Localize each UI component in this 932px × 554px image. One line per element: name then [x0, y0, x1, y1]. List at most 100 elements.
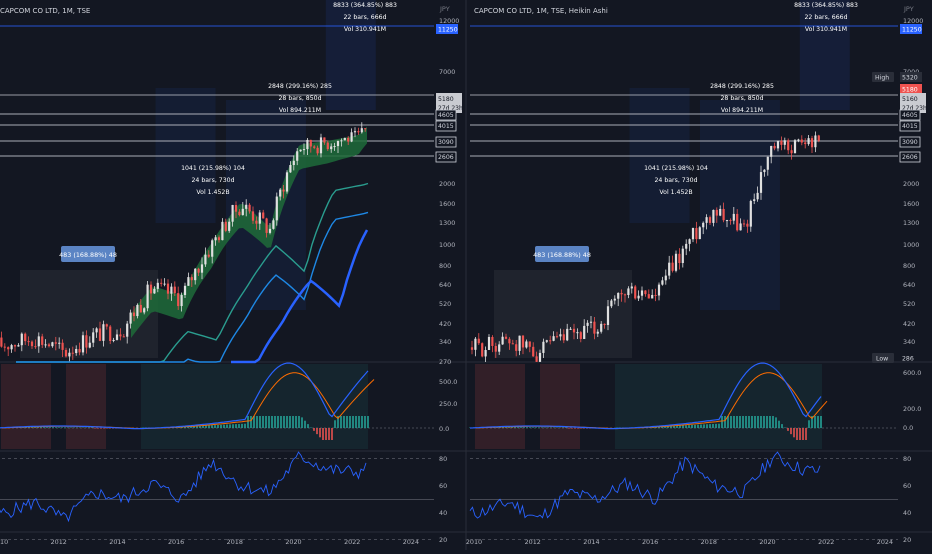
- candle-body-28: [92, 332, 95, 343]
- candle-body-81: [746, 223, 749, 227]
- candle-body-16: [51, 342, 54, 347]
- range-box-2018: [699, 100, 780, 310]
- macd-hist-72: [211, 425, 213, 428]
- macd-hist-76: [223, 424, 225, 428]
- macd-hist-16: [517, 427, 519, 428]
- macd-hist-69: [676, 425, 678, 428]
- x-tick-2010: 2010: [0, 538, 8, 546]
- candle-body-72: [241, 208, 244, 216]
- macd-hist-115: [340, 416, 342, 428]
- macd-hist-108: [319, 428, 321, 438]
- macd-hist-36: [577, 428, 579, 429]
- candle-body-81: [272, 220, 275, 229]
- candle-body-52: [173, 286, 176, 294]
- macd-hist-71: [682, 425, 684, 428]
- candle-body-10: [30, 341, 34, 347]
- candle-body-70: [708, 217, 712, 223]
- measure-0-line2: 22 bars, 666d: [805, 14, 848, 21]
- price-tick-800: 800: [439, 262, 451, 270]
- macd-hist-98: [289, 416, 291, 428]
- candle-body-48: [160, 282, 163, 284]
- macd-line: [0, 362, 369, 430]
- candle-body-12: [511, 343, 514, 345]
- candle-body-104: [350, 132, 353, 142]
- macd-hist-19: [52, 427, 54, 428]
- measure-2-line1: 1041 (215.98%) 104: [181, 165, 245, 172]
- candle-body-26: [559, 334, 562, 337]
- candle-body-27: [562, 334, 565, 341]
- level-box-4015: [435, 120, 457, 132]
- macd-hist-104: [781, 424, 783, 428]
- candle-body-45: [149, 284, 153, 294]
- x-tick-2012: 2012: [51, 538, 67, 546]
- candle-body-23: [549, 340, 552, 342]
- price-tick-7000: 7000: [439, 68, 455, 76]
- macd-hist-33: [94, 428, 96, 429]
- candle-body-28: [566, 328, 569, 341]
- candle-body-43: [617, 292, 620, 299]
- macd-hist-88: [733, 416, 735, 428]
- macd-hist-82: [241, 423, 243, 428]
- level-box-2606: [899, 151, 921, 163]
- candle-body-62: [681, 248, 684, 264]
- candle-body-2: [3, 346, 6, 348]
- macd-hist-89: [736, 416, 738, 428]
- candle-body-24: [552, 336, 555, 341]
- macd-hist-105: [784, 427, 786, 428]
- price-tick-340: 340: [903, 338, 915, 346]
- measure-1-line3: Vol 894.211M: [721, 107, 763, 114]
- candle-body-96: [323, 137, 326, 143]
- candle-body-69: [231, 204, 234, 222]
- candle-body-93: [787, 140, 790, 151]
- price-tick-270: 270: [439, 358, 451, 366]
- candle-body-56: [187, 277, 190, 286]
- macd-hist-77: [700, 424, 702, 428]
- macd-hist-89: [262, 416, 264, 428]
- macd-hist-99: [292, 416, 294, 428]
- macd-hist-108: [793, 428, 795, 438]
- candle-body-17: [54, 342, 57, 344]
- candle-body-66: [695, 228, 698, 240]
- level-price-4015: 4015: [902, 123, 918, 130]
- macd-zone-red-2: [540, 364, 580, 449]
- candle-body-89: [773, 145, 776, 149]
- candle-body-98: [330, 146, 333, 150]
- macd-hist-83: [718, 423, 720, 428]
- macd-hist-83: [244, 423, 246, 428]
- candle-body-85: [759, 172, 763, 193]
- measure-1-line3: Vol 894.211M: [279, 107, 321, 114]
- candle-body-33: [109, 326, 112, 341]
- macd-hist-110: [325, 428, 327, 440]
- level-box-4605: [899, 109, 921, 121]
- macd-hist-92: [745, 416, 747, 428]
- price-tick-12000: 12000: [903, 17, 923, 25]
- measure-3-label: 483 (168.88%) 48: [533, 251, 591, 259]
- candle-body-86: [763, 169, 766, 173]
- macd-hist-17: [46, 427, 48, 428]
- macd-hist-64: [661, 426, 663, 428]
- x-tick-2012: 2012: [525, 538, 541, 546]
- candle-body-5: [487, 336, 491, 350]
- candle-body-0: [470, 347, 474, 350]
- chart-title: CAPCOM CO LTD, 1M, TSE, Heikin Ashi: [474, 7, 608, 15]
- measure-0-line3: Vol 310.941M: [805, 26, 847, 33]
- measure-2-line2: 24 bars, 730d: [655, 177, 698, 184]
- macd-tick-2: 0.0: [903, 424, 913, 432]
- candle-body-75: [251, 211, 255, 221]
- macd-hist-115: [814, 416, 816, 428]
- candle-body-49: [163, 283, 166, 285]
- candle-body-57: [190, 277, 193, 281]
- candle-body-24: [78, 348, 81, 353]
- macd-hist-65: [664, 426, 666, 428]
- measure-3-badge: [61, 246, 115, 262]
- price-tick-1600: 1600: [439, 200, 455, 208]
- target-price: 11250: [902, 27, 922, 34]
- candle-body-6: [491, 336, 494, 346]
- macd-hist-11: [502, 427, 504, 428]
- macd-hist-27: [76, 427, 78, 428]
- candle-body-86: [289, 165, 292, 173]
- macd-hist-75: [220, 424, 222, 428]
- macd-hist-30: [85, 427, 87, 428]
- price-tick-1600: 1600: [903, 200, 919, 208]
- macd-hist-111: [328, 428, 330, 440]
